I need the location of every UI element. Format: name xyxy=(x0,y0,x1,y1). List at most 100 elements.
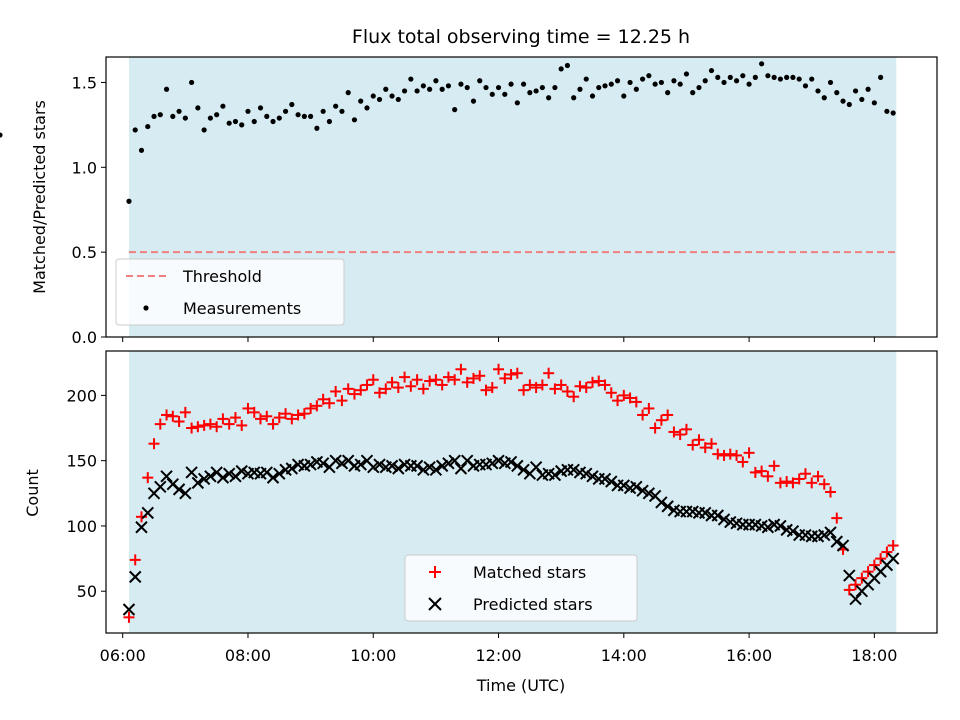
predicted-star-point xyxy=(429,463,443,477)
measurement-point xyxy=(245,108,251,114)
predicted-star-point xyxy=(567,463,580,477)
measurement-point xyxy=(539,84,545,91)
measurement-point xyxy=(771,74,777,80)
matched-star-point xyxy=(474,370,486,382)
top-x-ticks xyxy=(122,337,875,342)
predicted-star-point xyxy=(367,460,380,474)
predicted-star-point xyxy=(642,487,656,500)
top-axes-frame xyxy=(105,56,938,338)
legend-threshold-label: Threshold xyxy=(182,267,262,286)
matched-star-point xyxy=(436,379,448,391)
measurement-point xyxy=(840,98,846,104)
predicted-star-point xyxy=(517,463,530,477)
predicted-star-point xyxy=(843,569,856,582)
measurement-point xyxy=(339,108,345,114)
measurement-point xyxy=(802,83,809,89)
measurement-point xyxy=(859,96,865,103)
measurement-point xyxy=(126,198,132,204)
measurement-point xyxy=(846,101,852,108)
matched-star-point xyxy=(668,426,680,438)
matched-star-point xyxy=(543,367,555,379)
predicted-star-point xyxy=(717,513,731,526)
measurement-point xyxy=(890,110,896,116)
predicted-star-point xyxy=(235,464,248,478)
matched-star-point xyxy=(330,385,342,397)
x-tick-label: 16:00 xyxy=(726,646,772,665)
measurement-point xyxy=(477,78,483,84)
matched-star-point xyxy=(280,408,292,420)
measurement-point xyxy=(239,122,245,128)
matched-star-point xyxy=(229,412,241,424)
predicted-star-point xyxy=(410,459,424,473)
matched-star-point xyxy=(530,382,542,394)
measurement-point xyxy=(683,71,690,77)
measurement-point xyxy=(765,73,771,79)
bottom-y-axis-label: Count xyxy=(23,469,42,517)
measurement-point xyxy=(708,67,715,74)
x-tick-label: 18:00 xyxy=(851,646,897,665)
matched-star-point xyxy=(242,402,254,414)
bottom-legend-box xyxy=(404,554,638,622)
measurement-point xyxy=(308,113,314,119)
predicted-star-point xyxy=(824,526,837,539)
measurement-point xyxy=(552,84,558,91)
measurement-point xyxy=(596,84,602,91)
measurement-point xyxy=(376,96,383,103)
matched-star-point xyxy=(536,379,548,391)
matched-star-point xyxy=(524,379,536,391)
matched-star-point xyxy=(680,423,692,435)
measurement-point xyxy=(633,86,639,92)
matched-star-point xyxy=(787,477,799,489)
top-panel: Flux total observing time = 12.25 h 0.00… xyxy=(0,26,938,347)
measurement-point xyxy=(138,147,145,153)
predicted-star-point xyxy=(511,459,524,473)
predicted-star-point xyxy=(492,454,505,467)
measurement-point xyxy=(533,88,539,94)
measurement-points xyxy=(0,61,896,204)
y-tick-label: 100 xyxy=(66,517,97,536)
matched-star-point xyxy=(461,376,473,388)
bottom-x-ticks: 06:00 08:00 10:00 12:00 14:00 16:00 18:00 xyxy=(100,633,897,665)
matched-star-point xyxy=(568,391,580,403)
matched-star-point xyxy=(148,438,160,450)
matched-star-point xyxy=(248,406,260,418)
measurement-point xyxy=(326,118,333,125)
measurement-point xyxy=(351,117,358,123)
predicted-star-point xyxy=(216,471,230,484)
predicted-star-point xyxy=(185,466,198,479)
y-tick-label: 0.5 xyxy=(72,243,97,262)
matched-star-point xyxy=(493,363,505,375)
matched-star-point xyxy=(749,466,761,478)
predicted-star-point xyxy=(172,483,186,496)
measurement-point xyxy=(370,93,376,99)
matched-star-point xyxy=(706,438,718,450)
measurement-point xyxy=(608,81,614,87)
matched-star-point xyxy=(486,382,498,394)
matched-stars-points xyxy=(123,363,899,623)
matched-star-point xyxy=(781,476,793,488)
bottom-axes-frame xyxy=(105,350,938,634)
predicted-star-point xyxy=(586,470,599,483)
predicted-star-point xyxy=(661,500,674,513)
measurement-point xyxy=(489,91,495,97)
measurement-point xyxy=(207,115,213,121)
matched-star-point xyxy=(793,473,805,485)
measurement-point xyxy=(189,79,195,86)
matched-star-point xyxy=(179,406,191,418)
measurement-point xyxy=(414,88,420,94)
measurement-point xyxy=(458,81,464,87)
predicted-star-point xyxy=(617,479,631,492)
predicted-star-point xyxy=(354,458,367,471)
measurement-point xyxy=(220,103,226,109)
matched-star-point xyxy=(449,374,461,386)
matched-star-point xyxy=(173,416,185,427)
measurement-point xyxy=(251,118,257,125)
matched-star-point xyxy=(411,374,423,386)
predicted-star-point xyxy=(818,528,831,542)
predicted-star-point xyxy=(385,459,399,473)
matched-star-point xyxy=(630,396,642,408)
measurement-point xyxy=(702,78,708,84)
matched-star-point xyxy=(655,414,667,426)
predicted-star-point xyxy=(135,521,148,534)
matched-star-point xyxy=(768,460,780,472)
